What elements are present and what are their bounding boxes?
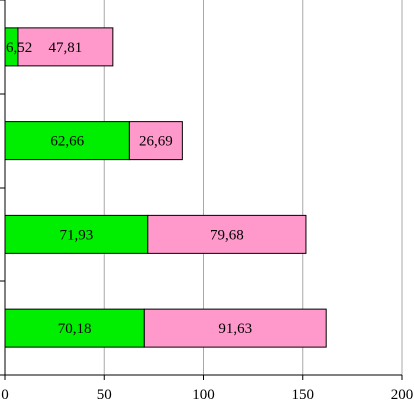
axes — [0, 0, 403, 380]
bar-segment — [4, 121, 130, 161]
data-label: 70,18 — [58, 321, 92, 337]
x-tick-label: 0 — [1, 387, 9, 403]
x-tick-label: 150 — [292, 387, 315, 403]
data-labels: 6,52 47,81 62,66 26,69 71,93 79,68 70,18 91,63 — [6, 40, 252, 337]
data-label: 71,93 — [60, 227, 94, 243]
x-tick-labels: 0 50 100 150 200 — [1, 387, 413, 403]
bar-segment — [128, 121, 183, 161]
x-tick-label: 100 — [192, 387, 215, 403]
data-label: 79,68 — [210, 227, 244, 243]
bar-segment — [147, 214, 307, 254]
bars — [4, 27, 327, 348]
data-label: 26,69 — [139, 134, 173, 150]
bar-segment — [4, 308, 145, 348]
x-tick-label: 50 — [97, 387, 112, 403]
data-label: 91,63 — [218, 321, 252, 337]
data-label: 62,66 — [50, 134, 84, 150]
data-label: 47,81 — [49, 40, 83, 56]
data-label: 6,52 — [6, 40, 32, 56]
bar-segment — [143, 308, 327, 348]
bar-segment — [17, 27, 114, 67]
x-tick-label: 200 — [391, 387, 414, 403]
